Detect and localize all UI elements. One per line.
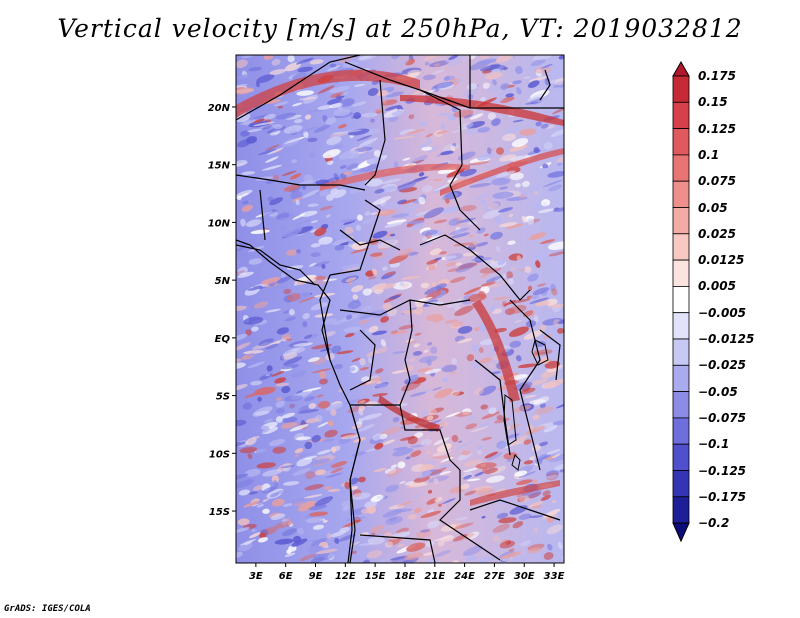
colorbar-label: 0.175 bbox=[698, 69, 736, 83]
colorbar-swatch bbox=[672, 470, 690, 498]
chart-title: Vertical velocity [m/s] at 250hPa, VT: 2… bbox=[57, 14, 743, 43]
colorbar-label: 0.1 bbox=[698, 147, 720, 162]
colorbar-top-arrow bbox=[672, 60, 690, 77]
lon-tick-label: 12E bbox=[335, 571, 356, 582]
colorbar-label: 0.125 bbox=[698, 121, 736, 136]
colorbar bbox=[672, 60, 690, 543]
colorbar-label: 0.15 bbox=[698, 95, 728, 110]
country-borders bbox=[236, 55, 564, 563]
lon-tick-label: 21E bbox=[424, 571, 445, 582]
lakes bbox=[503, 339, 549, 471]
lon-tick-label: 24E bbox=[454, 571, 475, 582]
colorbar-bottom-arrow bbox=[672, 522, 690, 543]
colorbar-label: 0.025 bbox=[698, 226, 736, 241]
colorbar-swatch bbox=[672, 285, 690, 314]
colorbar-swatch bbox=[672, 75, 690, 103]
colorbar-label: 0.005 bbox=[698, 279, 736, 294]
lon-tick-label: 30E bbox=[514, 571, 535, 582]
latitude-axis: 20N 15N 10N 5N EQ 5S 10S 15S bbox=[208, 103, 236, 518]
colorbar-label: −0.005 bbox=[698, 305, 747, 320]
lon-tick-label: 9E bbox=[309, 571, 323, 582]
lat-tick-label: 15N bbox=[208, 161, 231, 172]
lon-tick-label: 15E bbox=[365, 571, 386, 582]
colorbar-label: 0.05 bbox=[698, 200, 728, 215]
colorbar-swatch bbox=[672, 259, 690, 287]
colorbar-swatch bbox=[672, 496, 690, 524]
lon-tick-label: 27E bbox=[484, 571, 505, 582]
lat-tick-label: 10S bbox=[209, 449, 230, 460]
colorbar-label: 0.075 bbox=[698, 174, 736, 189]
lat-tick-label: 10N bbox=[208, 218, 231, 229]
colorbar-label: −0.0125 bbox=[698, 332, 755, 346]
colorbar-label: −0.05 bbox=[698, 384, 738, 399]
lat-tick-label: 15S bbox=[209, 507, 230, 518]
longitude-axis: 3E 6E 9E 12E 15E 18E 21E 24E 27E 30E 33E bbox=[249, 563, 565, 582]
lon-tick-label: 18E bbox=[395, 571, 416, 582]
red-streaks bbox=[236, 69, 564, 506]
lon-tick-label: 6E bbox=[279, 571, 293, 582]
lat-tick-label: 5N bbox=[215, 276, 231, 287]
lon-tick-label: 3E bbox=[249, 571, 263, 582]
colorbar-swatch bbox=[672, 443, 690, 471]
colorbar-label: −0.025 bbox=[698, 358, 747, 373]
colorbar-swatch bbox=[672, 101, 690, 130]
colorbar-swatch bbox=[672, 417, 690, 445]
grads-credit: GrADS: IGES/COLA bbox=[4, 604, 91, 614]
colorbar-swatch bbox=[672, 180, 690, 208]
colorbar-swatch bbox=[672, 312, 690, 340]
colorbar-swatch bbox=[672, 128, 690, 156]
colorbar-swatch bbox=[672, 154, 690, 182]
colorbar-label: −0.1 bbox=[698, 437, 730, 452]
lon-tick-label: 33E bbox=[544, 571, 565, 582]
colorbar-label: −0.2 bbox=[698, 516, 730, 531]
colorbar-swatch bbox=[672, 391, 690, 419]
colorbar-label: 0.0125 bbox=[698, 253, 745, 268]
lat-tick-label: EQ bbox=[215, 334, 231, 345]
colorbar-swatch bbox=[672, 207, 690, 235]
colorbar-swatch bbox=[672, 233, 690, 261]
colorbar-swatch bbox=[672, 338, 690, 366]
coastline bbox=[236, 239, 361, 563]
lat-tick-label: 5S bbox=[216, 392, 230, 403]
lat-tick-label: 20N bbox=[208, 103, 231, 114]
velocity-field bbox=[236, 55, 564, 563]
colorbar-label: −0.125 bbox=[698, 463, 747, 478]
colorbar-swatch bbox=[672, 364, 690, 392]
colorbar-label: −0.075 bbox=[698, 410, 747, 425]
map-frame bbox=[235, 54, 565, 564]
colorbar-label: −0.175 bbox=[698, 489, 747, 504]
